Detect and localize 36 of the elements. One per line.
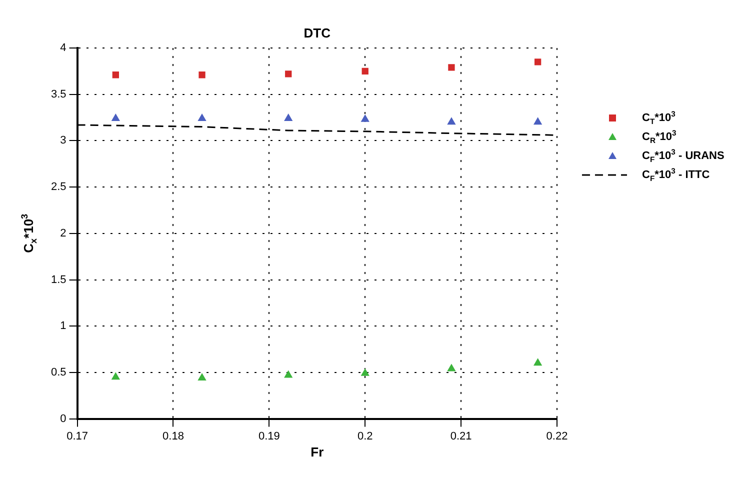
point bbox=[112, 372, 120, 380]
x-tick-label: 0.18 bbox=[162, 430, 184, 442]
x-tick-label: 0.21 bbox=[450, 430, 472, 442]
point bbox=[284, 370, 292, 378]
point bbox=[198, 114, 206, 121]
x-tick-label: 0.17 bbox=[66, 430, 88, 442]
x-tick-label: 0.2 bbox=[357, 430, 373, 442]
y-axis-title: Cx*103 bbox=[19, 214, 38, 253]
point bbox=[198, 72, 206, 78]
point bbox=[112, 72, 119, 78]
point bbox=[198, 374, 206, 381]
y-tick-label: 0.5 bbox=[50, 366, 66, 378]
x-axis-title: Fr bbox=[310, 444, 324, 460]
point bbox=[285, 70, 292, 78]
y-tick-label: 4 bbox=[60, 42, 66, 54]
y-tick-label: 1 bbox=[60, 320, 66, 332]
point bbox=[362, 68, 368, 75]
point bbox=[361, 114, 370, 122]
y-tick-label: 3 bbox=[60, 134, 66, 147]
point bbox=[448, 64, 455, 71]
y-tick-label: 3.5 bbox=[50, 88, 66, 100]
point bbox=[448, 364, 456, 372]
chart-title: DTC bbox=[304, 26, 332, 41]
y-tick-label: 2.5 bbox=[50, 181, 66, 194]
y-tick-label: 1.5 bbox=[50, 274, 66, 286]
x-tick-label: 0.22 bbox=[546, 430, 568, 442]
point bbox=[284, 114, 292, 121]
y-tick-label: 0 bbox=[60, 412, 66, 425]
point bbox=[448, 118, 456, 125]
y-tick-label: 2 bbox=[60, 227, 66, 240]
point bbox=[534, 58, 542, 66]
point bbox=[534, 118, 542, 125]
x-tick-label: 0.19 bbox=[258, 430, 280, 442]
point bbox=[361, 368, 370, 376]
point bbox=[112, 114, 120, 121]
point bbox=[534, 358, 542, 366]
